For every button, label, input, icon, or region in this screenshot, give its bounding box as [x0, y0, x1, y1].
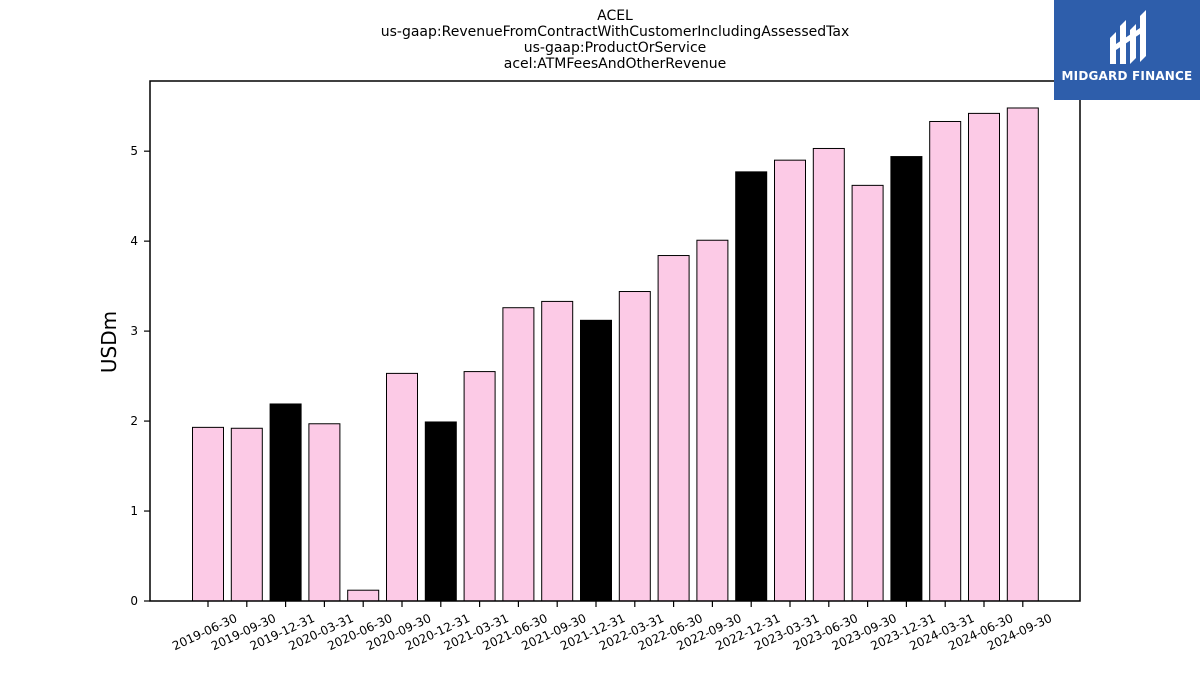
bar: [463, 371, 496, 602]
bar: [541, 300, 574, 602]
bar: [386, 372, 418, 602]
bar: [424, 421, 457, 602]
bar: [192, 426, 224, 602]
y-tick-label: 1: [130, 504, 138, 518]
y-tick-label: 5: [130, 144, 138, 158]
bar: [851, 184, 884, 602]
bar: [269, 403, 302, 602]
bar: [812, 147, 845, 602]
bar: [618, 291, 651, 602]
bar: [1006, 107, 1039, 602]
title-line: ACEL: [597, 8, 633, 24]
bars: [192, 107, 1039, 602]
bar: [968, 112, 1000, 602]
midgard-finance-logo: MIDGARD FINANCE: [1054, 0, 1200, 100]
title-line: us-gaap:RevenueFromContractWithCustomerI…: [381, 24, 850, 40]
y-tick-label: 0: [130, 594, 138, 608]
bar: [502, 307, 535, 602]
bar: [696, 239, 729, 602]
bar: [890, 156, 923, 602]
plot-frame: [149, 80, 1081, 602]
bar: [580, 319, 612, 602]
bar: [929, 120, 962, 602]
logo-mark-icon: [1110, 10, 1146, 64]
y-axis-label: USDm: [97, 311, 121, 373]
y-axis: 0 1 2 3 4 5: [130, 144, 150, 608]
bar: [347, 589, 380, 602]
title-line: acel:ATMFeesAndOtherRevenue: [504, 56, 726, 72]
y-tick-label: 4: [130, 234, 138, 248]
bar: [230, 427, 263, 602]
title-line: us-gaap:ProductOrService: [524, 40, 707, 56]
y-tick-label: 3: [130, 324, 138, 338]
y-tick-label: 2: [130, 414, 138, 428]
bar: [735, 171, 768, 602]
bar: [657, 255, 690, 602]
logo-text: MIDGARD FINANCE: [1061, 69, 1193, 83]
bar: [308, 423, 341, 602]
x-axis: 2019-06-302019-09-302019-12-312020-03-31…: [170, 601, 1054, 653]
chart-title: ACELus-gaap:RevenueFromContractWithCusto…: [381, 8, 850, 72]
bar: [774, 159, 806, 602]
